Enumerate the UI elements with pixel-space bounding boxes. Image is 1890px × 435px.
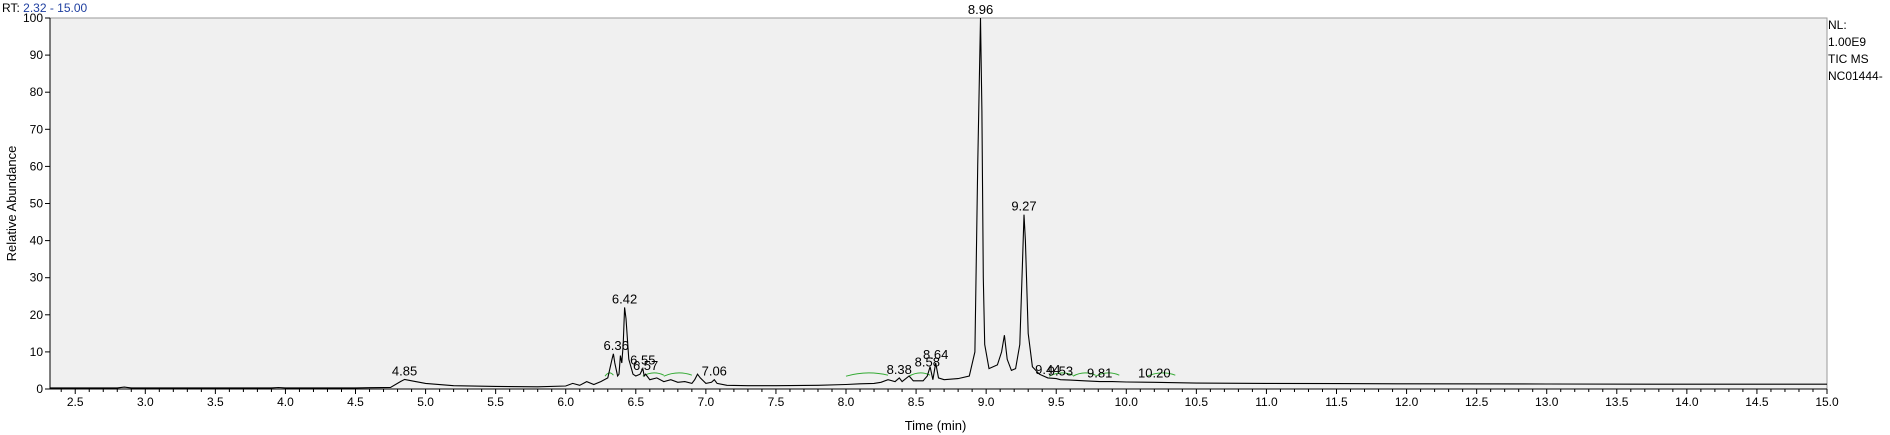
x-tick-label: 12.0	[1395, 395, 1419, 409]
peak-label: 7.06	[702, 364, 727, 379]
x-tick-label: 8.5	[908, 395, 925, 409]
x-tick-label: 5.5	[487, 395, 504, 409]
y-tick-label: 20	[30, 308, 44, 322]
peak-label: 6.42	[612, 291, 637, 306]
nl-value: 1.00E9	[1828, 35, 1867, 49]
rt-range-value: 2.32 - 15.00	[23, 1, 88, 15]
peak-label: 10.20	[1138, 366, 1171, 381]
x-tick-label: 8.0	[838, 395, 855, 409]
x-tick-label: 14.0	[1675, 395, 1699, 409]
y-tick-label: 100	[23, 11, 43, 25]
y-tick-label: 50	[30, 197, 44, 211]
x-tick-label: 3.5	[207, 395, 224, 409]
x-tick-label: 11.0	[1255, 395, 1278, 409]
x-tick-label: 10.5	[1185, 395, 1209, 409]
y-tick-label: 70	[30, 122, 44, 136]
axes: 0 10 20 30 40 50 60 70 80 90 100 2.5 3.0 3.5 4.0 4.5 5.0…	[23, 11, 1839, 409]
peak-label: 8.64	[923, 347, 948, 362]
peak-label: 6.57	[633, 358, 658, 373]
baseline-mark	[1147, 372, 1176, 377]
x-tick-label: 5.0	[417, 395, 434, 409]
y-axis-title: Relative Abundance	[4, 146, 19, 262]
x-tick-label: 13.5	[1605, 395, 1629, 409]
sample-name: NC01444-	[1828, 69, 1883, 83]
x-tick-label: 12.5	[1465, 395, 1489, 409]
peak-label: 9.27	[1011, 199, 1036, 214]
y-tick-label: 90	[30, 48, 44, 62]
rt-prefix: RT:	[2, 1, 20, 15]
peak-label: 9.53	[1048, 364, 1073, 379]
baseline-mark	[1048, 372, 1074, 377]
x-tick-label: 6.5	[627, 395, 644, 409]
peak-label: 8.58	[915, 354, 940, 369]
x-tick-label: 7.5	[768, 395, 785, 409]
chromatogram-trace	[50, 17, 1827, 389]
nl-label: NL:	[1828, 18, 1847, 32]
y-tick-label: 10	[30, 345, 44, 359]
peak-label: 8.38	[887, 362, 912, 377]
baseline-mark	[1095, 372, 1120, 377]
y-tick-label: 40	[30, 234, 44, 248]
x-tick-label: 4.5	[347, 395, 364, 409]
peak-label: 6.55	[630, 353, 655, 368]
plot-area	[49, 17, 1828, 390]
x-tick-label: 6.0	[557, 395, 574, 409]
x-tick-label: 10.0	[1115, 395, 1139, 409]
normalization-info: NL: 1.00E9 TIC MS NC01444-	[1828, 17, 1890, 85]
y-tick-label: 30	[30, 271, 44, 285]
x-tick-label: 15.0	[1815, 395, 1839, 409]
scan-type: TIC MS	[1828, 52, 1869, 66]
x-tick-label: 4.0	[277, 395, 294, 409]
peak-label: 8.96	[968, 2, 993, 17]
retention-time-range: RT: 2.32 - 15.00	[2, 1, 87, 15]
x-tick-label: 9.5	[1048, 395, 1065, 409]
baseline-mark	[1072, 372, 1096, 377]
y-tick-label: 60	[30, 159, 44, 173]
x-tick-label: 2.5	[67, 395, 84, 409]
x-tick-label: 3.0	[137, 395, 154, 409]
peak-labels: 4.85 6.36 6.42 6.556.57 7.06 8.38 8.588.64 8.96…	[392, 2, 1171, 381]
y-tick-label: 80	[30, 85, 44, 99]
x-tick-label: 9.0	[978, 395, 995, 409]
baseline-mark	[663, 372, 693, 377]
peak-label: 9.81	[1087, 366, 1112, 381]
x-tick-label: 11.5	[1325, 395, 1348, 409]
x-tick-label: 7.0	[698, 395, 715, 409]
y-tick-label: 0	[36, 382, 43, 396]
peak-label: 9.44	[1035, 362, 1060, 377]
peak-label: 4.85	[392, 363, 417, 378]
x-tick-label: 14.5	[1745, 395, 1769, 409]
baseline-mark	[845, 372, 889, 377]
peak-label: 6.36	[604, 338, 629, 353]
x-tick-label: 13.0	[1535, 395, 1559, 409]
baseline-mark	[908, 372, 931, 377]
x-axis-title: Time (min)	[905, 418, 967, 433]
